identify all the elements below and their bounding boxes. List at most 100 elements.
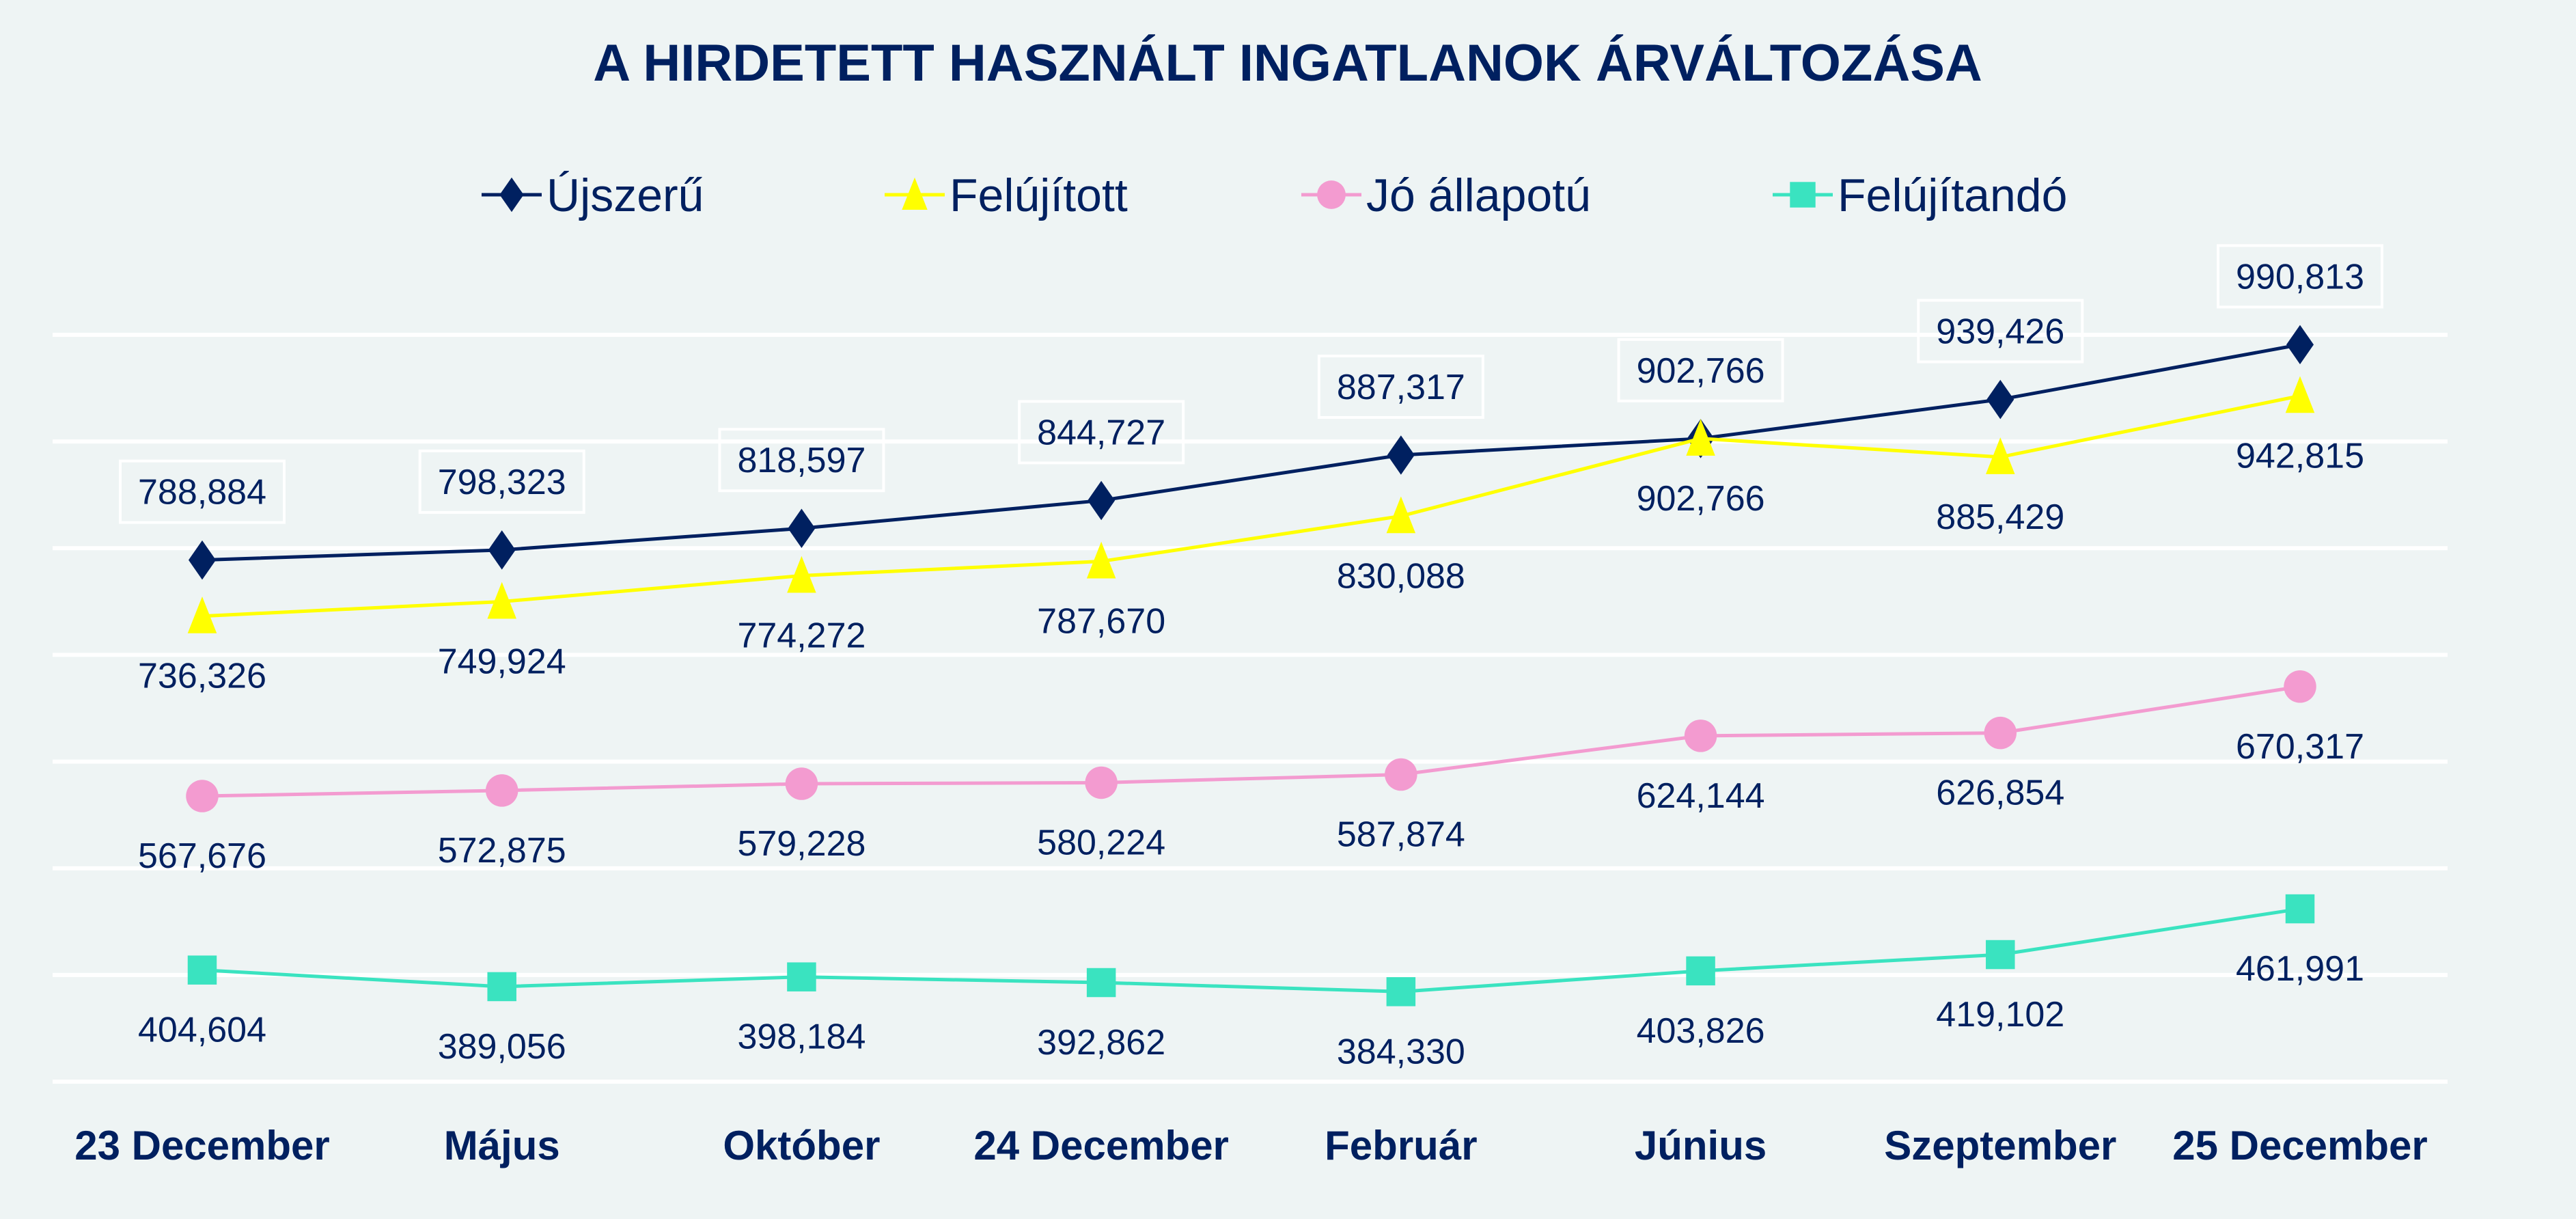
- square-marker-icon: [1386, 977, 1416, 1006]
- x-tick-label: Május: [444, 1123, 560, 1168]
- data-label: 990,813: [2236, 257, 2364, 297]
- square-marker-icon: [487, 972, 516, 1002]
- triangle-marker-icon: [1386, 496, 1416, 534]
- circle-marker-icon: [1684, 720, 1717, 752]
- legend-item: Jó állapotú: [1301, 169, 1591, 221]
- legend-label: Felújítandó: [1838, 169, 2067, 221]
- data-label: 887,317: [1337, 368, 1465, 407]
- circle-marker-icon: [1085, 766, 1118, 799]
- triangle-marker-icon: [2285, 376, 2315, 413]
- data-label: 844,727: [1037, 413, 1165, 452]
- series-3: 404,604 389,056 398,184 392,862 384,330 403,8…: [138, 894, 2364, 1071]
- series-line: [202, 394, 2301, 618]
- circle-marker-icon: [2284, 670, 2316, 703]
- data-label: 624,144: [1637, 776, 1765, 816]
- data-label: 749,924: [438, 642, 566, 681]
- circle-marker-icon: [785, 767, 818, 800]
- square-marker-icon: [187, 955, 217, 985]
- circle-marker-icon: [1317, 180, 1346, 209]
- series-line: [202, 685, 2301, 798]
- circle-marker-icon: [186, 780, 219, 812]
- circle-marker-icon: [1385, 758, 1417, 791]
- series-line: [202, 907, 2301, 994]
- x-tick-label: 23 December: [74, 1123, 330, 1168]
- data-label: 670,317: [2236, 727, 2364, 767]
- circle-marker-icon: [1984, 716, 2017, 750]
- data-label-box: [418, 449, 585, 514]
- data-label: 902,766: [1637, 479, 1765, 519]
- triangle-marker-icon: [787, 556, 816, 593]
- diamond-marker-icon: [1387, 435, 1415, 475]
- series-0: 788,884 798,323 818,597 844,727 887,317 902,7…: [119, 244, 2383, 580]
- x-tick-label: 24 December: [973, 1123, 1229, 1168]
- triangle-marker-icon: [487, 581, 516, 619]
- data-label: 572,875: [438, 831, 566, 871]
- data-label: 798,323: [438, 463, 566, 502]
- data-label: 389,056: [438, 1027, 566, 1067]
- legend-item: Újszerű: [482, 169, 704, 221]
- x-tick-label: Február: [1325, 1123, 1477, 1168]
- data-label-box: [1018, 400, 1185, 465]
- diamond-marker-icon: [788, 508, 816, 548]
- series-2: 567,676 572,875 579,228 580,224 587,874 624,1…: [138, 670, 2364, 876]
- diamond-marker-icon: [499, 177, 524, 213]
- gridlines: [53, 333, 2448, 1084]
- data-label: 626,854: [1936, 773, 2064, 813]
- square-marker-icon: [1686, 956, 1715, 986]
- data-label: 902,766: [1637, 351, 1765, 391]
- square-marker-icon: [1086, 968, 1116, 998]
- square-marker-icon: [1986, 940, 2015, 970]
- x-tick-label: Szeptember: [1884, 1123, 2116, 1168]
- data-label: 818,597: [737, 441, 865, 480]
- data-label: 384,330: [1337, 1032, 1465, 1071]
- data-label: 939,426: [1936, 312, 2064, 352]
- data-label: 398,184: [737, 1017, 865, 1057]
- square-marker-icon: [2285, 894, 2315, 924]
- triangle-marker-icon: [1986, 437, 2015, 474]
- data-label: 830,088: [1337, 556, 1465, 596]
- x-tick-label: Június: [1635, 1123, 1767, 1168]
- triangle-marker-icon: [1686, 419, 1715, 456]
- chart-title: A HIRDETETT HASZNÁLT INGATLANOK ÁRVÁLTOZ…: [593, 34, 1982, 92]
- x-tick-label: Október: [723, 1123, 880, 1168]
- data-label: 942,815: [2236, 436, 2364, 476]
- data-label-box: [1917, 299, 2084, 364]
- circle-marker-icon: [485, 774, 518, 807]
- diamond-marker-icon: [1088, 480, 1116, 521]
- data-label: 461,991: [2236, 949, 2364, 989]
- legend-label: Jó állapotú: [1366, 169, 1591, 221]
- data-label-box: [119, 459, 286, 524]
- data-label: 774,272: [737, 616, 865, 655]
- legend-item: Felújítandó: [1773, 169, 2067, 221]
- series-1: 736,326 749,924 774,272 787,670 830,088 902,7…: [138, 376, 2364, 696]
- legend-label: Újszerű: [546, 169, 704, 221]
- data-label-box: [718, 428, 885, 493]
- data-label-box: [2217, 244, 2383, 309]
- diamond-marker-icon: [2286, 325, 2314, 365]
- data-label: 788,884: [138, 473, 266, 512]
- data-label: 580,224: [1037, 823, 1165, 862]
- data-label: 587,874: [1337, 815, 1465, 855]
- diamond-marker-icon: [1986, 379, 2014, 420]
- series-group: 788,884 798,323 818,597 844,727 887,317 902,7…: [119, 244, 2383, 1071]
- data-label: 419,102: [1936, 995, 2064, 1035]
- series-line: [202, 342, 2301, 562]
- data-label: 736,326: [138, 657, 266, 696]
- square-marker-icon: [787, 962, 816, 991]
- data-label-box: [1617, 338, 1784, 402]
- data-label: 885,429: [1936, 497, 2064, 537]
- data-label-box: [1317, 354, 1484, 419]
- diamond-marker-icon: [189, 540, 216, 580]
- diamond-marker-icon: [488, 530, 516, 570]
- legend: Újszerű Felújított Jó állapotú Felújítandó: [482, 169, 2067, 221]
- square-marker-icon: [1790, 182, 1816, 208]
- legend-item: Felújított: [885, 169, 1128, 221]
- data-label: 404,604: [138, 1011, 266, 1050]
- legend-label: Felújított: [950, 169, 1128, 221]
- data-label: 579,228: [737, 824, 865, 864]
- data-label: 403,826: [1637, 1011, 1765, 1051]
- data-label: 567,676: [138, 836, 266, 876]
- triangle-marker-icon: [1086, 541, 1116, 579]
